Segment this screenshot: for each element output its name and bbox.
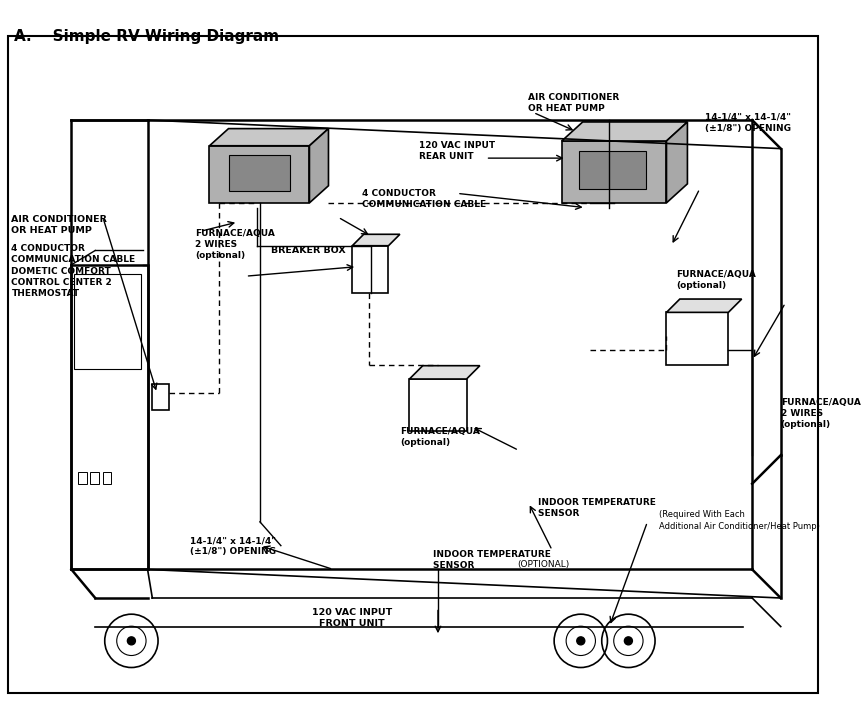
FancyBboxPatch shape — [562, 141, 667, 203]
Text: 120 VAC INPUT
REAR UNIT: 120 VAC INPUT REAR UNIT — [419, 141, 495, 161]
Polygon shape — [310, 129, 329, 203]
Circle shape — [127, 637, 135, 645]
Text: FURNACE/AQUA
2 WIRES
(optional): FURNACE/AQUA 2 WIRES (optional) — [195, 229, 275, 260]
Text: 4 CONDUCTOR
COMMUNICATION CABLE: 4 CONDUCTOR COMMUNICATION CABLE — [11, 244, 135, 264]
Text: INDOOR TEMPERATURE
SENSOR: INDOOR TEMPERATURE SENSOR — [538, 498, 655, 518]
Text: 14-1/4" x 14-1/4"
(±1/8") OPENING: 14-1/4" x 14-1/4" (±1/8") OPENING — [191, 536, 277, 557]
Polygon shape — [352, 234, 400, 246]
Circle shape — [577, 637, 584, 645]
Bar — [579, 150, 646, 188]
Text: FURNACE/AQUA
2 WIRES
(optional): FURNACE/AQUA 2 WIRES (optional) — [780, 398, 861, 429]
Bar — [153, 384, 169, 411]
Bar — [409, 379, 466, 431]
FancyBboxPatch shape — [14, 49, 95, 70]
Text: AIR CONDITIONER
OR HEAT PUMP: AIR CONDITIONER OR HEAT PUMP — [11, 215, 108, 235]
Polygon shape — [667, 122, 688, 203]
Text: A.    Simple RV Wiring Diagram: A. Simple RV Wiring Diagram — [14, 29, 279, 44]
Text: 14-1/4" x 14-1/4"
(±1/8") OPENING: 14-1/4" x 14-1/4" (±1/8") OPENING — [705, 112, 791, 132]
Polygon shape — [409, 366, 479, 379]
Text: FURNACE/AQUA
(optional): FURNACE/AQUA (optional) — [676, 270, 756, 290]
Text: FURNACE/AQUA
(optional): FURNACE/AQUA (optional) — [400, 426, 479, 446]
Text: AIR CONDITIONER
OR HEAT PUMP: AIR CONDITIONER OR HEAT PUMP — [528, 93, 620, 114]
Text: DOMETIC COMFORT
CONTROL CENTER 2
THERMOSTAT: DOMETIC COMFORT CONTROL CENTER 2 THERMOS… — [11, 267, 112, 298]
Bar — [352, 246, 388, 293]
Polygon shape — [667, 299, 741, 312]
Circle shape — [624, 637, 632, 645]
Text: FIG. 47: FIG. 47 — [32, 50, 76, 60]
Bar — [229, 155, 290, 191]
Bar — [103, 472, 111, 484]
Text: 120 VAC INPUT
FRONT UNIT: 120 VAC INPUT FRONT UNIT — [312, 608, 393, 628]
FancyBboxPatch shape — [210, 146, 310, 203]
Polygon shape — [210, 129, 329, 146]
Bar — [90, 472, 99, 484]
Text: (OPTIONAL): (OPTIONAL) — [517, 560, 570, 569]
Text: (Required With Each
Additional Air Conditioner/Heat Pump): (Required With Each Additional Air Condi… — [659, 510, 819, 531]
Text: INDOOR TEMPERATURE
SENSOR: INDOOR TEMPERATURE SENSOR — [434, 551, 551, 570]
Polygon shape — [562, 122, 688, 141]
Bar — [667, 312, 728, 365]
Text: 4 CONDUCTOR
COMMUNICATION CABLE: 4 CONDUCTOR COMMUNICATION CABLE — [362, 188, 486, 209]
Text: BREAKER BOX: BREAKER BOX — [271, 246, 346, 255]
Bar — [78, 472, 87, 484]
